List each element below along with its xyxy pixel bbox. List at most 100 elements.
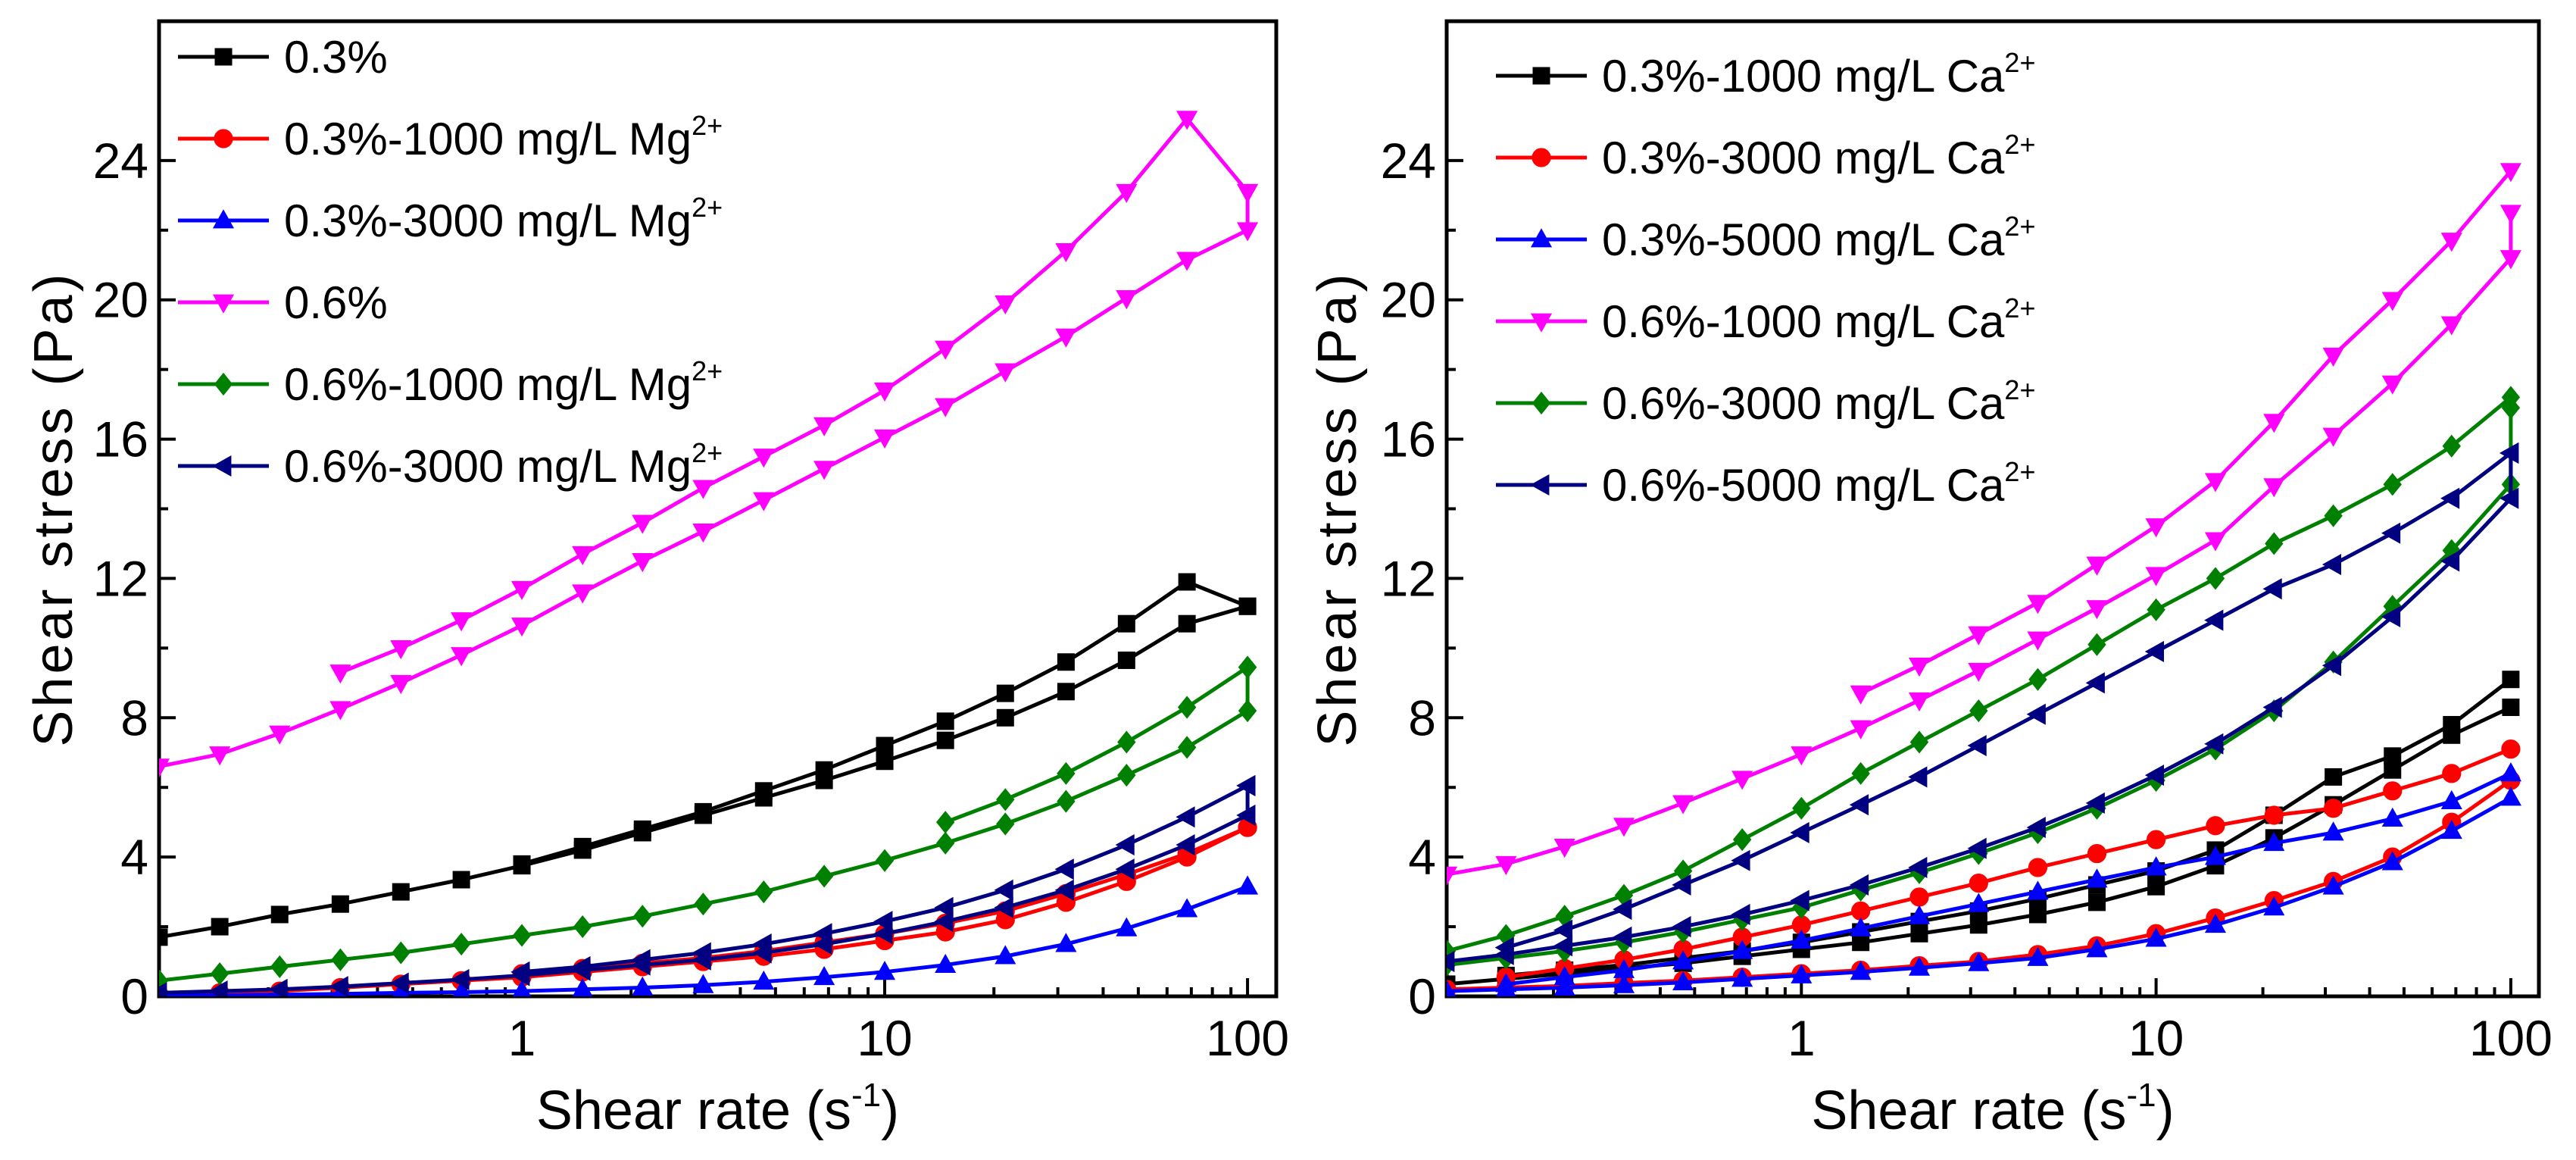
data-point — [2085, 792, 2105, 814]
data-point — [2322, 875, 2344, 895]
data-point — [2500, 250, 2521, 270]
data-point — [2500, 762, 2521, 782]
data-point — [1178, 573, 1196, 591]
legend-label: 0.6%-3000 mg/L Mg2+ — [284, 437, 723, 492]
data-point — [1553, 838, 1575, 858]
data-point — [392, 883, 410, 901]
data-point — [2145, 518, 2167, 538]
data-point — [1909, 887, 1929, 907]
data-point — [1176, 252, 1198, 271]
data-point — [2027, 595, 2049, 614]
data-point — [994, 879, 1013, 901]
data-point — [512, 924, 532, 947]
x-tick-label: 1 — [1788, 1010, 1816, 1066]
data-point — [1908, 657, 1931, 677]
data-point — [1553, 919, 1573, 941]
data-point — [2087, 633, 2106, 656]
data-point — [2443, 715, 2461, 733]
data-point — [873, 911, 893, 933]
data-point — [2204, 913, 2227, 933]
series-line-down — [945, 665, 1249, 824]
data-point — [2502, 671, 2520, 689]
data-point — [392, 941, 411, 965]
y-tick-label: 4 — [120, 829, 148, 885]
data-point — [1117, 651, 1135, 669]
legend-entry: 0.3%-5000 mg/L Ca2+ — [1496, 211, 2035, 265]
series-line-up — [159, 785, 1250, 995]
data-point — [209, 746, 231, 766]
data-point — [2383, 781, 2403, 801]
series-line-up — [159, 667, 1250, 983]
data-point — [873, 961, 896, 980]
data-point — [329, 664, 351, 684]
data-point — [2440, 316, 2462, 336]
legend-marker — [1530, 474, 1550, 496]
y-tick-label: 24 — [1381, 133, 1436, 189]
data-point — [1791, 929, 1813, 949]
data-point — [1968, 662, 1990, 683]
data-point — [1236, 804, 1256, 827]
data-point — [2381, 807, 2403, 827]
data-point — [876, 736, 894, 755]
data-point — [2204, 473, 2227, 492]
data-point — [452, 980, 470, 996]
data-point — [2206, 567, 2225, 590]
data-point — [1792, 796, 1811, 820]
data-point — [2147, 877, 2165, 896]
data-point — [329, 701, 351, 721]
data-point — [2501, 739, 2521, 759]
legend-label: 0.6%-3000 mg/L Ca2+ — [1602, 374, 2035, 429]
data-point — [1672, 795, 1694, 815]
data-point — [1176, 834, 1195, 856]
data-point — [2442, 434, 2461, 458]
data-point — [1908, 956, 1931, 976]
legend-entry: 0.6%-1000 mg/L Ca2+ — [1496, 292, 2035, 347]
data-point — [2440, 233, 2462, 252]
y-tick-label: 4 — [1408, 829, 1436, 885]
data-point — [935, 953, 957, 974]
data-point — [1968, 952, 1990, 971]
data-point — [2381, 605, 2401, 628]
data-point — [2086, 938, 2108, 958]
series-0-6-3000-mg-l-mg2- — [159, 774, 1256, 996]
data-point — [573, 915, 592, 939]
data-point — [2085, 672, 2105, 694]
data-point — [813, 461, 835, 480]
legend-label: 0.3%-3000 mg/L Mg2+ — [284, 192, 723, 246]
y-tick-label: 24 — [93, 133, 148, 189]
data-point — [2263, 831, 2285, 852]
data-point — [2263, 414, 2285, 433]
legend-label: 0.6%-5000 mg/L Ca2+ — [1602, 456, 2035, 511]
data-point — [1237, 222, 1259, 242]
data-point — [2440, 789, 2462, 809]
legend-marker — [1532, 67, 1550, 85]
data-point — [1055, 242, 1077, 263]
data-point — [1731, 849, 1750, 871]
right-chart-panel: 0 4 8 12 16 20 24 1 10 100 Shear stress (Pa) Shear … — [1307, 19, 2553, 1141]
data-point — [389, 972, 409, 994]
data-point — [572, 546, 594, 566]
data-point — [936, 831, 955, 855]
legend-marker — [212, 294, 235, 314]
data-point — [2264, 805, 2284, 825]
data-point — [513, 855, 531, 873]
data-point — [1177, 696, 1197, 719]
data-point — [2324, 799, 2343, 818]
data-point — [211, 918, 229, 936]
legend-label: 0.3%-3000 mg/L Ca2+ — [1602, 129, 2035, 183]
y-tick-label: 0 — [1408, 968, 1436, 1024]
data-point — [329, 976, 348, 996]
data-point — [2381, 851, 2403, 871]
data-point — [2324, 504, 2343, 527]
data-point — [1553, 935, 1573, 957]
data-point — [632, 976, 654, 996]
legend-label: 0.3% — [284, 32, 388, 83]
data-point — [2322, 347, 2344, 367]
data-point — [633, 905, 652, 928]
data-point — [996, 788, 1015, 811]
series-line-up — [1447, 212, 2513, 877]
data-point — [1731, 968, 1753, 987]
data-point — [1672, 916, 1691, 938]
data-point — [1850, 917, 1872, 936]
